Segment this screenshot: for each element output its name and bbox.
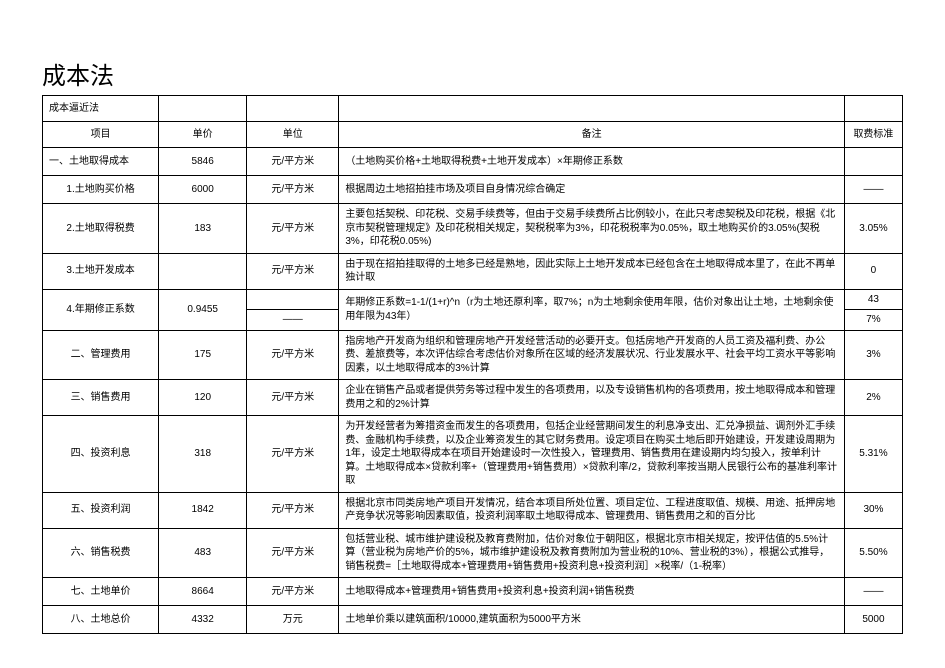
row-unit: 元/平方米 — [247, 416, 339, 493]
row-label: 七、土地单价 — [43, 578, 159, 606]
row-unit — [247, 289, 339, 310]
row-unit: 元/平方米 — [247, 492, 339, 528]
row-unit: 元/平方米 — [247, 148, 339, 176]
table-row: 1.土地购买价格 6000 元/平方米 根据周边土地招拍挂市场及项目自身情况综合… — [43, 176, 903, 204]
row-fee: 3% — [844, 330, 902, 380]
header-remark: 备注 — [339, 122, 845, 148]
row-fee: —— — [844, 176, 902, 204]
row-remark: 土地取得成本+管理费用+销售费用+投资利息+投资利润+销售税费 — [339, 578, 845, 606]
row-unit: 元/平方米 — [247, 253, 339, 289]
table-row: 3.土地开发成本 元/平方米 由于现在招拍挂取得的土地多已经是熟地，因此实际上土… — [43, 253, 903, 289]
row-remark: （土地购买价格+土地取得税费+土地开发成本）×年期修正系数 — [339, 148, 845, 176]
row-remark: 由于现在招拍挂取得的土地多已经是熟地，因此实际上土地开发成本已经包含在土地取得成… — [339, 253, 845, 289]
row-fee: 7% — [844, 310, 902, 331]
table-row: 4.年期修正系数 0.9455 年期修正系数=1-1/(1+r)^n（r为土地还… — [43, 289, 903, 310]
row-fee: 5.50% — [844, 528, 902, 578]
row-unit: 元/平方米 — [247, 528, 339, 578]
row-unit: 元/平方米 — [247, 330, 339, 380]
row-remark: 根据周边土地招拍挂市场及项目自身情况综合确定 — [339, 176, 845, 204]
row-remark: 包括营业税、城市维护建设税及教育费附加，估价对象位于朝阳区，根据北京市相关规定，… — [339, 528, 845, 578]
table-row: 三、销售费用 120 元/平方米 企业在销售产品或者提供劳务等过程中发生的各项费… — [43, 380, 903, 416]
row-fee: 0 — [844, 253, 902, 289]
row-price: 483 — [159, 528, 247, 578]
row-label: 六、销售税费 — [43, 528, 159, 578]
row-remark: 年期修正系数=1-1/(1+r)^n（r为土地还原利率，取7%；n为土地剩余使用… — [339, 289, 845, 330]
row-unit: 元/平方米 — [247, 578, 339, 606]
row-price: 183 — [159, 204, 247, 254]
header-unit: 单位 — [247, 122, 339, 148]
table-row: 二、管理费用 175 元/平方米 指房地产开发商为组织和管理房地产开发经营活动的… — [43, 330, 903, 380]
row-label: 2.土地取得税费 — [43, 204, 159, 254]
row-remark: 为开发经营者为筹措资金而发生的各项费用，包括企业经营期间发生的利息净支出、汇兑净… — [339, 416, 845, 493]
row-price: 4332 — [159, 606, 247, 634]
row-fee: 5000 — [844, 606, 902, 634]
approach-label: 成本逼近法 — [43, 96, 159, 122]
table-header-row: 项目 单价 单位 备注 取费标准 — [43, 122, 903, 148]
row-fee: 2% — [844, 380, 902, 416]
row-fee: 5.31% — [844, 416, 902, 493]
row-label: 3.土地开发成本 — [43, 253, 159, 289]
cost-approach-table: 成本逼近法 项目 单价 单位 备注 取费标准 一、土地取得成本 5846 元/平… — [42, 95, 903, 634]
table-row: 2.土地取得税费 183 元/平方米 主要包括契税、印花税、交易手续费等，但由于… — [43, 204, 903, 254]
header-fee: 取费标准 — [844, 122, 902, 148]
row-price: 0.9455 — [159, 289, 247, 330]
row-remark: 指房地产开发商为组织和管理房地产开发经营活动的必要开支。包括房地产开发商的人员工… — [339, 330, 845, 380]
row-label: 4.年期修正系数 — [43, 289, 159, 330]
row-fee: —— — [844, 578, 902, 606]
empty-cell — [844, 96, 902, 122]
row-label: 二、管理费用 — [43, 330, 159, 380]
row-unit: 元/平方米 — [247, 380, 339, 416]
row-price: 1842 — [159, 492, 247, 528]
table-row: 八、土地总价 4332 万元 土地单价乘以建筑面积/10000,建筑面积为500… — [43, 606, 903, 634]
row-price: 8664 — [159, 578, 247, 606]
row-label: 三、销售费用 — [43, 380, 159, 416]
row-fee: 43 — [844, 289, 902, 310]
row-remark: 根据北京市同类房地产项目开发情况，结合本项目所处位置、项目定位、工程进度取值、规… — [339, 492, 845, 528]
row-price: 120 — [159, 380, 247, 416]
row-unit: 万元 — [247, 606, 339, 634]
row-unit: 元/平方米 — [247, 176, 339, 204]
empty-cell — [247, 96, 339, 122]
row-price: 318 — [159, 416, 247, 493]
row-label: 五、投资利润 — [43, 492, 159, 528]
table-row-approach: 成本逼近法 — [43, 96, 903, 122]
row-price: 175 — [159, 330, 247, 380]
table-row: 七、土地单价 8664 元/平方米 土地取得成本+管理费用+销售费用+投资利息+… — [43, 578, 903, 606]
row-fee — [844, 148, 902, 176]
row-unit-dash: —— — [247, 310, 339, 331]
row-price — [159, 253, 247, 289]
empty-cell — [339, 96, 845, 122]
row-fee: 30% — [844, 492, 902, 528]
row-price: 6000 — [159, 176, 247, 204]
table-row: 六、销售税费 483 元/平方米 包括营业税、城市维护建设税及教育费附加，估价对… — [43, 528, 903, 578]
empty-cell — [159, 96, 247, 122]
row-label: 1.土地购买价格 — [43, 176, 159, 204]
table-row: 一、土地取得成本 5846 元/平方米 （土地购买价格+土地取得税费+土地开发成… — [43, 148, 903, 176]
row-unit: 元/平方米 — [247, 204, 339, 254]
header-price: 单价 — [159, 122, 247, 148]
row-remark: 土地单价乘以建筑面积/10000,建筑面积为5000平方米 — [339, 606, 845, 634]
row-remark: 主要包括契税、印花税、交易手续费等，但由于交易手续费所占比例较小，在此只考虑契税… — [339, 204, 845, 254]
table-row: 四、投资利息 318 元/平方米 为开发经营者为筹措资金而发生的各项费用，包括企… — [43, 416, 903, 493]
table-row: 五、投资利润 1842 元/平方米 根据北京市同类房地产项目开发情况，结合本项目… — [43, 492, 903, 528]
row-label: 一、土地取得成本 — [43, 148, 159, 176]
row-label: 四、投资利息 — [43, 416, 159, 493]
row-remark: 企业在销售产品或者提供劳务等过程中发生的各项费用，以及专设销售机构的各项费用，按… — [339, 380, 845, 416]
page-title: 成本法 — [42, 56, 903, 91]
row-price: 5846 — [159, 148, 247, 176]
row-label: 八、土地总价 — [43, 606, 159, 634]
row-fee: 3.05% — [844, 204, 902, 254]
header-project: 项目 — [43, 122, 159, 148]
